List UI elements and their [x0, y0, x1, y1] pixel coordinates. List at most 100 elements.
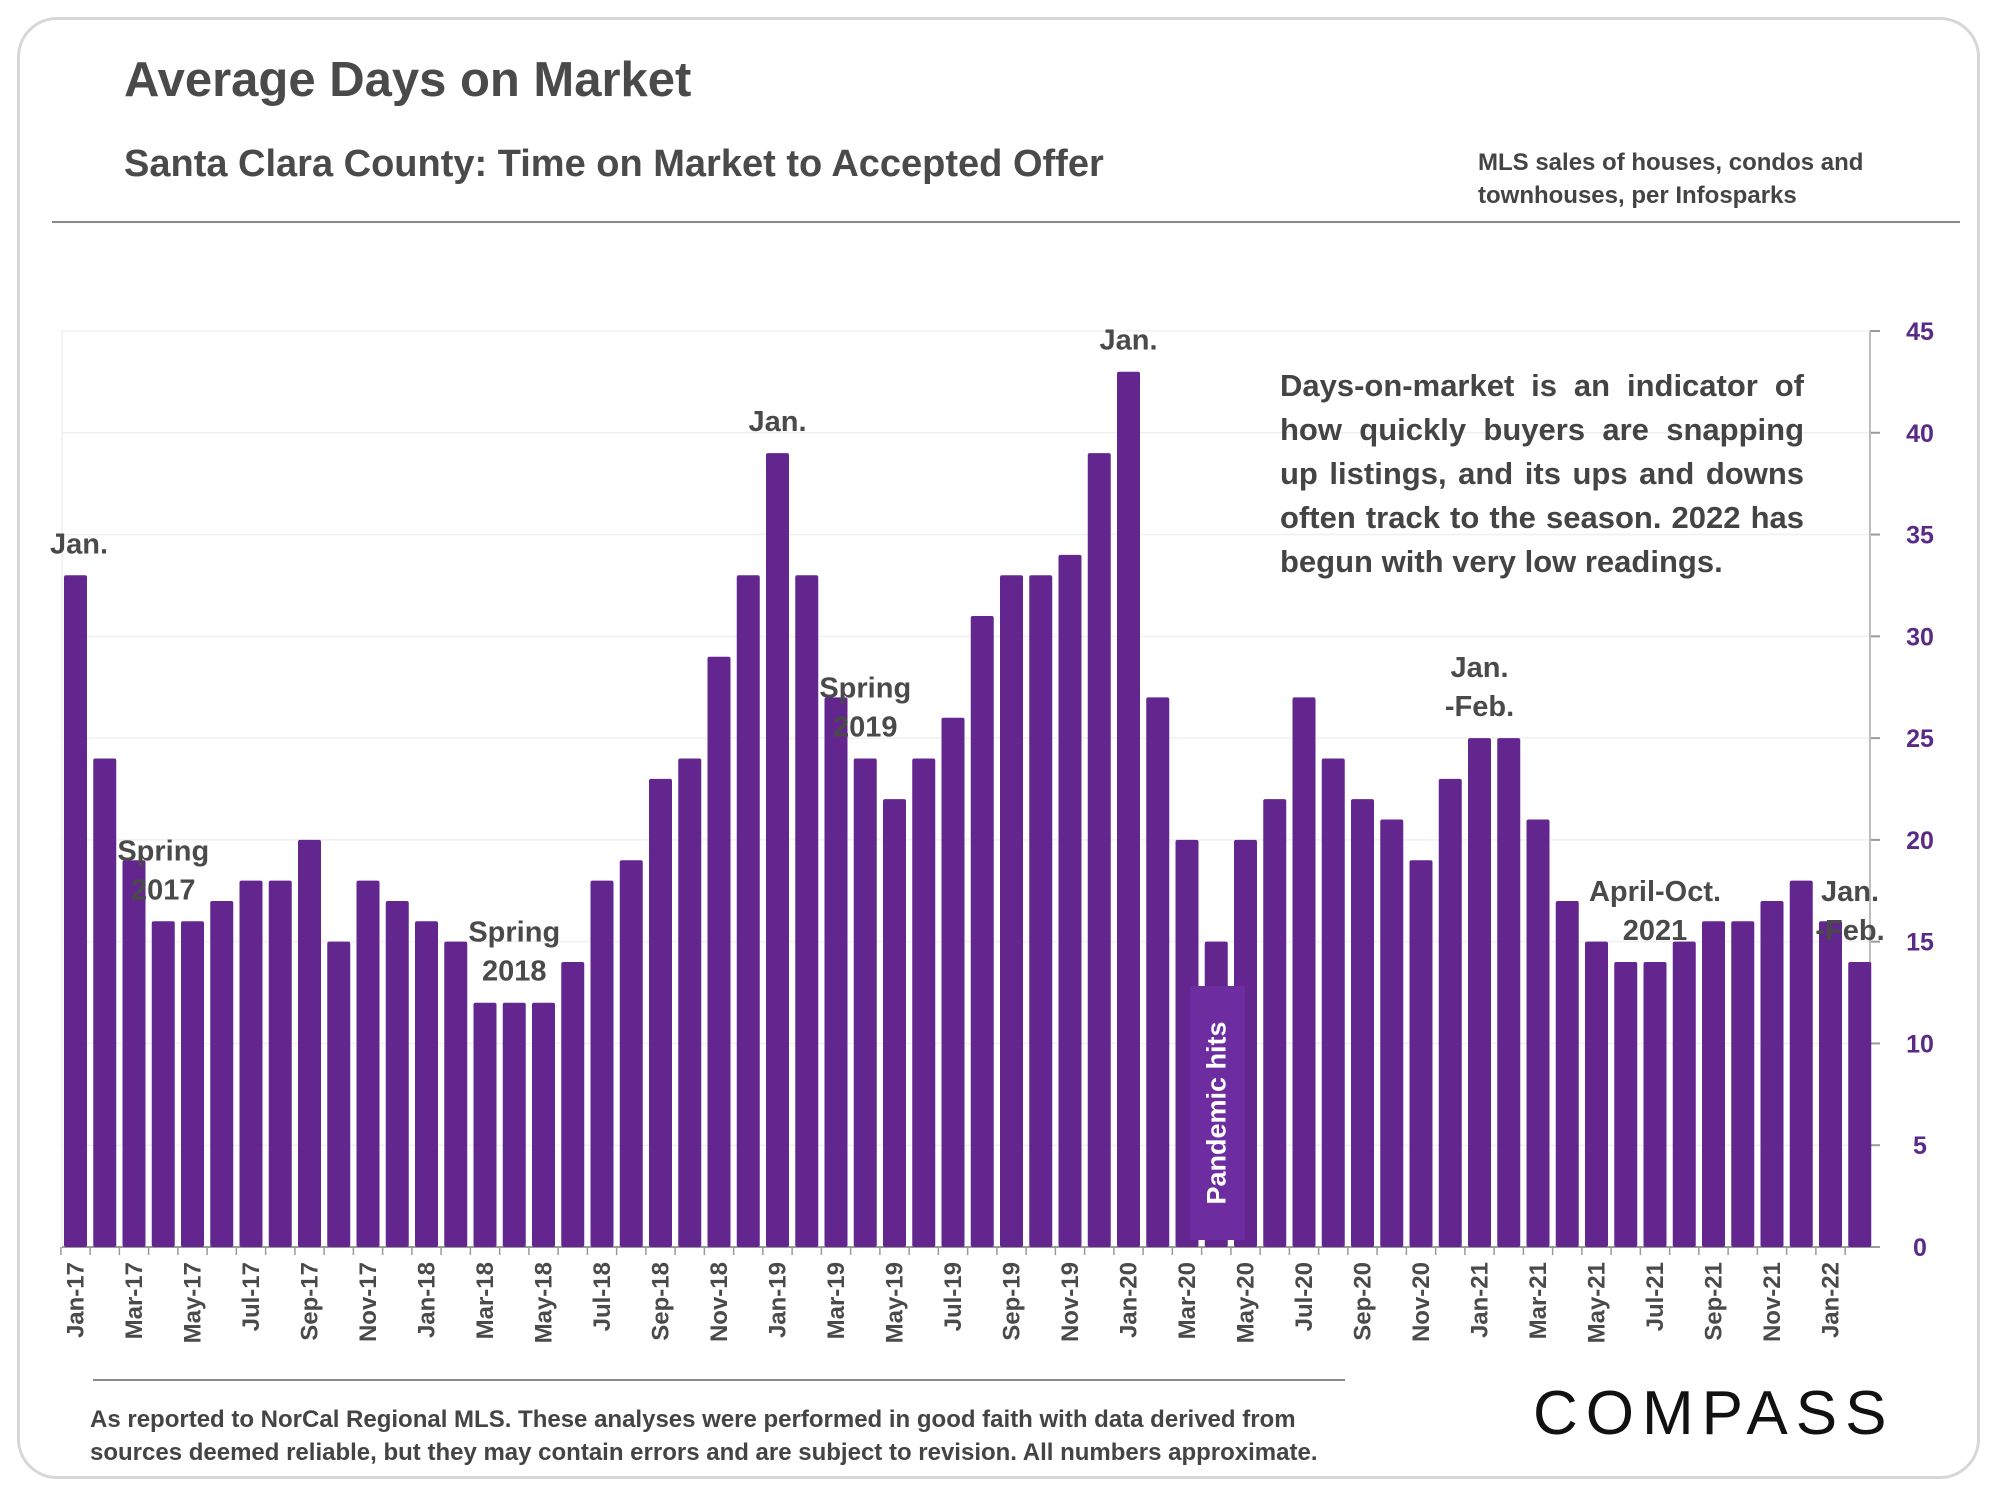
bar	[532, 1002, 555, 1247]
bar	[1468, 738, 1491, 1247]
disclaimer-line-1: As reported to NorCal Regional MLS. Thes…	[90, 1406, 1296, 1433]
annotation-label: 2017	[131, 874, 196, 906]
bar	[356, 880, 380, 1247]
bar	[1380, 819, 1404, 1247]
bar	[1760, 900, 1784, 1247]
chart-title: Average Days on Market	[124, 53, 692, 107]
bar	[1789, 880, 1813, 1247]
bar	[1848, 962, 1872, 1247]
x-tick-label: Jan-21	[1467, 1262, 1494, 1338]
footer-divider	[93, 1379, 1345, 1381]
annotation-label: Spring	[117, 835, 209, 867]
bar	[298, 839, 321, 1247]
bar	[1292, 697, 1316, 1247]
bar	[766, 453, 789, 1248]
x-tick-label: May-21	[1584, 1262, 1611, 1343]
bar	[268, 880, 292, 1247]
bar	[1585, 941, 1608, 1247]
x-tick-label: Sep-21	[1701, 1262, 1728, 1341]
bar	[151, 921, 175, 1247]
disclaimer: As reported to NorCal Regional MLS. Thes…	[90, 1403, 1318, 1469]
bar	[970, 615, 994, 1247]
bar	[590, 880, 614, 1247]
compass-logo: COMPASS	[1533, 1379, 1895, 1448]
source-note-line-1: MLS sales of houses, condos and	[1478, 149, 1864, 176]
x-tick-label: Jul-20	[1291, 1262, 1318, 1331]
annotation-label: 2018	[482, 956, 547, 988]
x-tick-label: Sep-19	[999, 1262, 1026, 1341]
x-tick-label: Jul-18	[589, 1262, 616, 1331]
bar	[385, 900, 409, 1247]
annotation-label: 2019	[833, 711, 898, 743]
y-tick-label: 5	[1913, 1132, 1927, 1160]
bar	[473, 1002, 497, 1247]
bar	[239, 880, 263, 1247]
x-tick-label: Jan-20	[1116, 1262, 1143, 1338]
bar	[1555, 900, 1579, 1247]
bar	[1672, 941, 1696, 1247]
annotation-label: Jan.	[1450, 652, 1508, 684]
bar	[1087, 453, 1111, 1248]
bar	[795, 575, 819, 1247]
bar	[1643, 962, 1667, 1247]
pandemic-callout-box	[1190, 986, 1245, 1240]
x-tick-label: Jan-22	[1818, 1262, 1845, 1338]
bar	[1438, 778, 1462, 1247]
x-tick-label: Mar-21	[1525, 1262, 1552, 1339]
bar	[415, 921, 438, 1247]
x-tick-label: Nov-17	[355, 1262, 382, 1342]
x-tick-label: May-18	[531, 1262, 558, 1343]
bar	[1819, 921, 1842, 1247]
annotation-label: Jan.	[50, 528, 108, 560]
bar	[912, 758, 936, 1247]
bar	[1321, 758, 1345, 1247]
bar	[210, 900, 234, 1247]
annotation-label: Jan.	[1821, 876, 1879, 908]
bar	[1351, 799, 1374, 1247]
x-tick-label: Jan-19	[765, 1262, 792, 1338]
annotation-label: April-Oct.	[1589, 876, 1721, 908]
bar	[736, 575, 760, 1247]
y-tick-label: 0	[1913, 1234, 1927, 1262]
x-tick-label: Sep-18	[648, 1262, 675, 1341]
bar	[1614, 962, 1638, 1247]
annotation-label: Spring	[468, 917, 560, 949]
bar	[93, 758, 117, 1247]
explanatory-note: Days-on-market is an indicator of how qu…	[1280, 368, 1804, 579]
bar	[1000, 575, 1023, 1247]
x-tick-label: Nov-18	[706, 1262, 733, 1342]
x-tick-label: Jul-17	[238, 1262, 265, 1331]
bar	[1058, 554, 1082, 1247]
x-tick-label: Mar-17	[121, 1262, 148, 1339]
bar	[1409, 860, 1433, 1247]
annotation-label: Jan.	[1099, 325, 1157, 357]
x-tick-label: Jul-21	[1642, 1262, 1669, 1331]
annotation-label: -Feb.	[1815, 915, 1884, 947]
bar	[1731, 921, 1755, 1247]
source-note-line-2: townhouses, per Infosparks	[1478, 182, 1797, 209]
bar	[1263, 799, 1287, 1247]
annotation-label: 2021	[1623, 915, 1688, 947]
header-divider	[52, 221, 1960, 223]
x-tick-label: Mar-18	[472, 1262, 499, 1339]
bar	[1497, 738, 1521, 1247]
y-tick-label: 20	[1906, 827, 1934, 855]
x-tick-label: Mar-19	[823, 1262, 850, 1339]
chart-subtitle: Santa Clara County: Time on Market to Ac…	[124, 143, 1104, 185]
x-tick-label: Sep-17	[297, 1262, 324, 1341]
pandemic-callout-label: Pandemic hits	[1201, 1021, 1232, 1205]
y-tick-label: 30	[1906, 623, 1934, 651]
y-tick-label: 10	[1906, 1030, 1934, 1058]
source-note: MLS sales of houses, condos and townhous…	[1478, 146, 1863, 212]
bar	[561, 962, 585, 1247]
x-tick-label: Jan-18	[414, 1262, 441, 1338]
annotation-label: Spring	[819, 672, 911, 704]
bar	[1117, 371, 1140, 1247]
y-tick-label: 45	[1906, 318, 1934, 346]
bar	[64, 575, 87, 1247]
annotation-label: Jan.	[748, 406, 806, 438]
x-tick-label: Nov-19	[1057, 1262, 1084, 1342]
x-tick-label: Nov-21	[1759, 1262, 1786, 1342]
bar	[1029, 575, 1053, 1247]
